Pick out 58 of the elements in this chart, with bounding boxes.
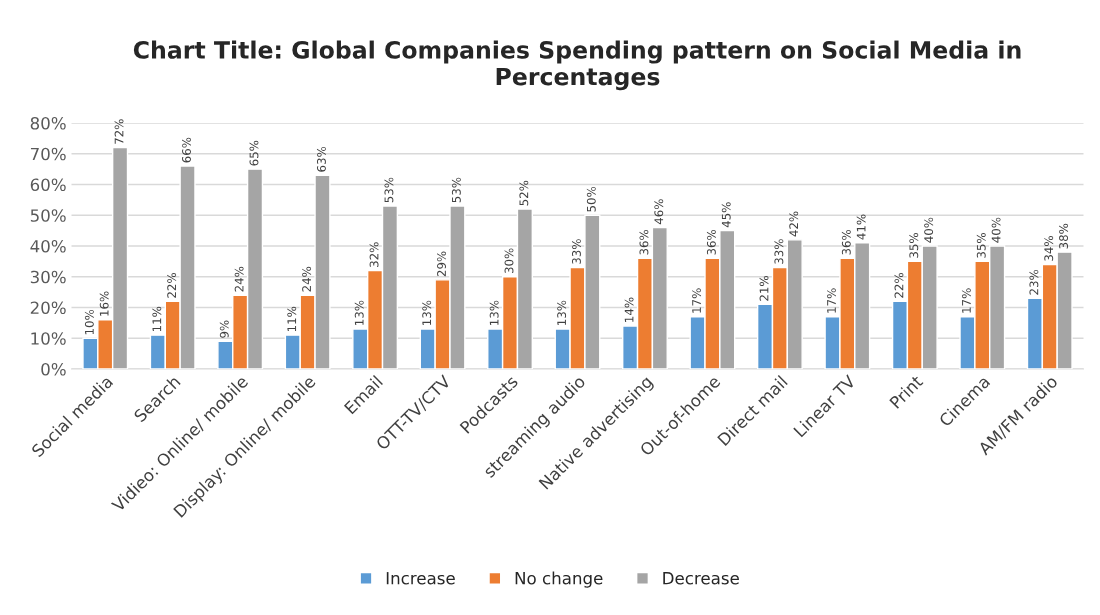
data-label: 29% [437,251,446,277]
data-label: 34% [1044,236,1054,261]
y-tick-label: 60% [30,178,66,192]
data-label: 24% [302,266,312,292]
data-label: 36% [706,229,716,255]
data-label: 41% [856,214,866,240]
data-label: 35% [976,233,986,258]
data-label: 17% [692,288,702,313]
data-label: 65% [249,140,259,166]
y-tick-label: 50% [30,209,66,222]
data-label: 36% [639,229,649,255]
data-label: 9% [219,320,229,338]
data-label: 63% [316,146,326,172]
data-label: 11% [152,306,162,332]
y-tick-label: 70% [30,147,66,161]
legend-label: Increase [386,572,455,585]
data-label: 13% [557,300,567,325]
data-label: 11% [287,306,297,332]
data-label: 40% [991,217,1001,243]
data-label: 22% [894,272,904,298]
y-tick-label: 30% [30,270,66,284]
chart-title: Chart Title: Global Companies Spending pattern on Social Media in Percentages [133,40,1021,91]
data-label: 50% [586,186,596,212]
data-label: 17% [827,288,836,313]
data-label: 13% [489,300,499,325]
data-label: 38% [1059,223,1069,249]
data-label: 24% [234,266,244,292]
data-label: 13% [354,300,364,325]
data-label: 46% [654,199,664,225]
y-tick-label: 10% [31,332,66,345]
data-label: 53% [384,177,394,203]
data-label: 13% [422,300,432,325]
data-label: 35% [909,233,919,258]
data-label: 16% [99,291,109,316]
data-label: 33% [774,239,784,264]
y-tick-label: 40% [30,239,66,253]
data-label: 23% [1029,269,1039,295]
legend-label: Decrease [663,572,739,585]
data-label: 10% [84,309,94,335]
y-tick-label: 20% [30,301,66,315]
data-label: 22% [167,272,177,298]
data-label: 42% [789,211,799,237]
data-label: 14% [624,297,634,322]
data-label: 17% [961,288,971,313]
legend-label: No change [515,571,603,588]
data-label: 32% [369,242,379,267]
data-label: 36% [841,229,851,255]
data-label: 72% [114,119,124,144]
data-label: 52% [519,180,529,206]
data-label: 30% [504,248,514,274]
data-label: 33% [572,239,581,264]
y-tick-label: 0% [41,362,66,376]
data-label: 53% [451,177,461,203]
y-tick-label: 80% [30,116,66,130]
data-label: 45% [721,202,731,228]
data-label: 40% [924,217,934,243]
data-label: 66% [182,137,191,163]
data-label: 21% [759,276,769,301]
